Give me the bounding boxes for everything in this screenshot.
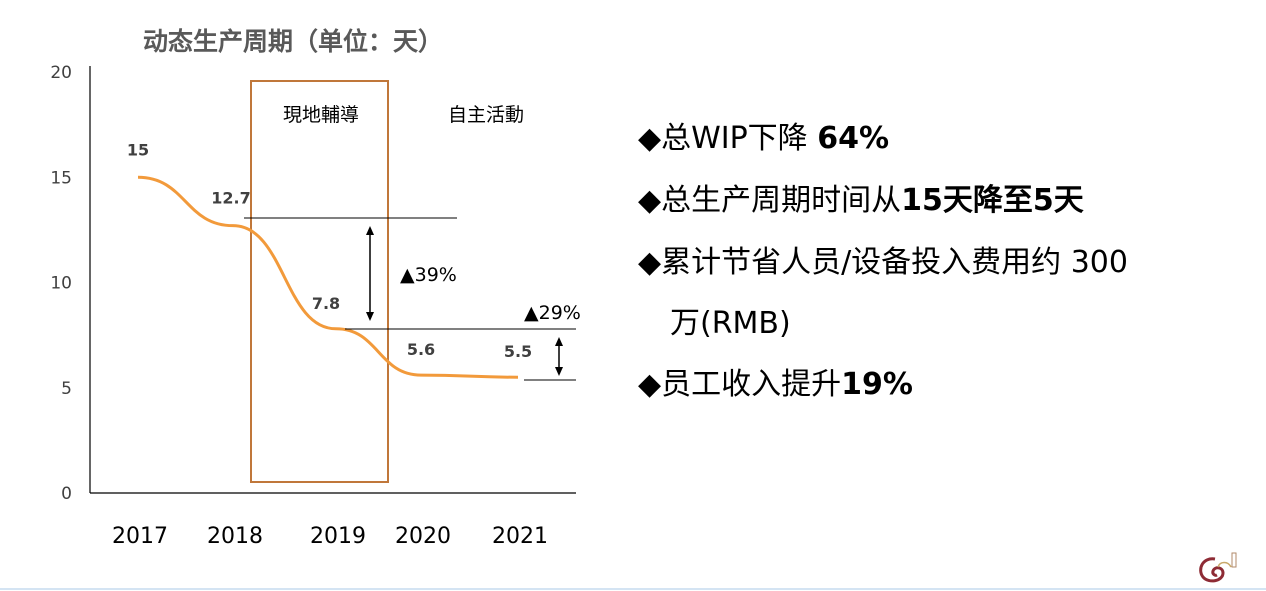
series-line	[137, 175, 519, 379]
x-tick-label: 2019	[310, 524, 366, 549]
bullet-item: ◆累计节省人员/设备投入费用约 300 万(RMB)	[638, 232, 1238, 354]
data-label: 15	[127, 140, 149, 159]
x-tick-label: 2017	[112, 524, 168, 549]
bullet-text: ◆总WIP下降	[638, 121, 818, 156]
phase-label: 自主活動	[448, 104, 524, 126]
annotation-label: ▲39%	[400, 264, 457, 286]
bullet-text: ◆累计节省人员/设备投入费用约 300	[638, 245, 1128, 280]
bullet-item: ◆总WIP下降 64%	[638, 108, 1238, 170]
footer-divider	[0, 588, 1266, 590]
phase-label: 現地輔導	[283, 104, 359, 126]
data-label: 7.8	[312, 294, 340, 313]
annotation-label: ▲29%	[524, 302, 581, 324]
bullet-text: ◆总生产周期时间从	[638, 183, 902, 218]
cycle-time-chart: 动态生产周期（单位：天） 0 5 10 15 20 2017 2018 2019 2020 202…	[50, 27, 581, 549]
arrow-head	[555, 337, 563, 346]
y-tick-label: 15	[50, 168, 72, 188]
data-label: 5.5	[504, 342, 532, 361]
data-label: 5.6	[407, 340, 435, 359]
company-logo	[1199, 552, 1237, 583]
bullet-item: ◆总生产周期时间从15天降至5天	[638, 170, 1238, 232]
x-tick-label: 2020	[395, 524, 451, 549]
summary-bullets: ◆总WIP下降 64% ◆总生产周期时间从15天降至5天 ◆累计节省人员/设备投入费…	[638, 108, 1238, 416]
x-tick-label: 2018	[207, 524, 263, 549]
chart-annotations: ▲39% ▲29%	[244, 217, 581, 381]
y-tick-label: 0	[61, 484, 72, 504]
arrow-head	[366, 226, 374, 235]
data-label: 12.7	[211, 189, 250, 208]
phase-box-onsite	[250, 80, 389, 483]
phase-boxes: 現地輔導 自主活動	[250, 80, 524, 483]
y-tick-label: 20	[50, 63, 72, 83]
chart-marks: 15 12.7 7.8 5.6 5.5	[127, 140, 532, 379]
bullet-highlight: 64%	[817, 121, 890, 156]
bullet-text: ◆员工收入提升	[638, 367, 842, 402]
bullet-highlight: 15天降至5天	[901, 183, 1084, 218]
chart-axes: 0 5 10 15 20 2017 2018 2019 2020 2021	[50, 63, 576, 549]
bullet-item: ◆员工收入提升19%	[638, 354, 1238, 416]
bullet-text-continued: 万(RMB)	[670, 306, 791, 341]
arrow-head	[366, 312, 374, 321]
y-tick-label: 5	[61, 379, 72, 399]
y-tick-label: 10	[50, 274, 72, 294]
bullet-highlight: 19%	[841, 367, 913, 402]
x-tick-label: 2021	[492, 524, 548, 549]
arrow-head	[555, 367, 563, 376]
chart-title: 动态生产周期（单位：天）	[143, 27, 443, 56]
